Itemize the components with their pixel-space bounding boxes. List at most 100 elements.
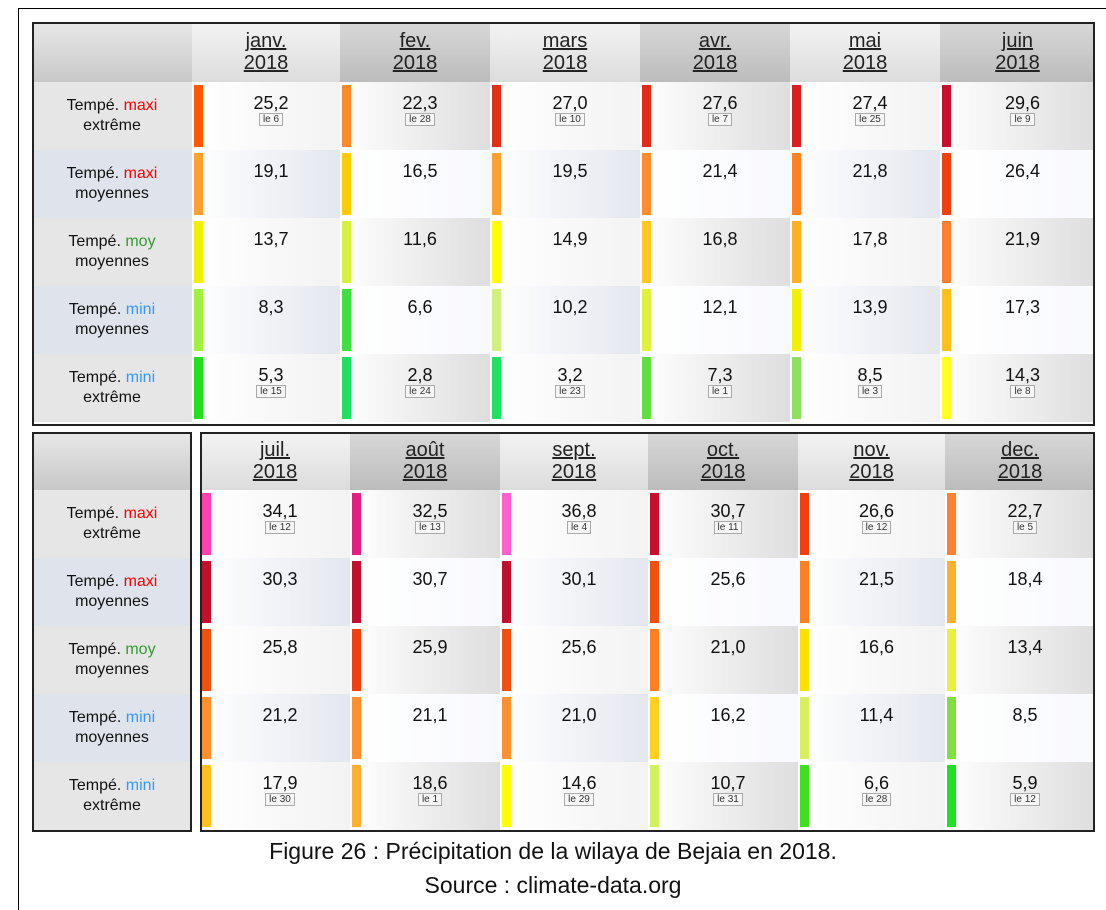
cell: 12,1	[652, 286, 788, 354]
table-border	[32, 22, 1095, 426]
row-label-prefix: Tempé.	[68, 641, 121, 658]
cell-value: 30,7	[710, 501, 746, 521]
color-bar	[194, 85, 203, 147]
color-bar	[947, 697, 956, 759]
cell-value: 3,2	[557, 365, 583, 385]
cell-value: 11,6	[403, 229, 437, 249]
cell-day: le 12	[265, 521, 295, 534]
cell: 7,3 le 1	[652, 354, 788, 422]
cell-bg	[945, 626, 1095, 694]
month-header: juil. 2018	[200, 432, 350, 490]
cell: 13,7	[204, 218, 338, 286]
cell-bg	[350, 558, 500, 626]
cell: 25,9	[362, 626, 498, 694]
cell: 26,4	[952, 150, 1093, 218]
month-name: oct.	[706, 439, 740, 461]
cell-bg	[798, 694, 945, 762]
cell-bg	[500, 558, 648, 626]
cell-value: 7,3	[707, 365, 733, 385]
cell: 8,3	[204, 286, 338, 354]
color-bar	[194, 221, 203, 283]
color-bar	[342, 221, 351, 283]
cell-day: le 8	[1010, 385, 1035, 398]
color-bar	[642, 289, 651, 351]
cell: 13,9	[802, 286, 938, 354]
cell-value: 21,0	[561, 705, 597, 725]
cell: 16,6	[810, 626, 943, 694]
row-label: Tempé. maxi extrême	[32, 82, 192, 150]
cell: 25,6	[512, 626, 646, 694]
row-label: Tempé. maxi moyennes	[32, 150, 192, 218]
row-label-suffix: extrême	[83, 797, 141, 814]
cell-value: 32,5	[412, 501, 448, 521]
cell-value: 22,7	[1007, 501, 1043, 521]
cell-value: 10,2	[552, 297, 588, 317]
color-bar	[342, 357, 351, 419]
cell-bg	[192, 218, 340, 286]
cell-value: 25,9	[412, 637, 448, 657]
cell-bg	[490, 218, 640, 286]
color-bar	[342, 153, 351, 215]
header-corner	[32, 22, 192, 82]
row-label-line: Tempé. moy	[68, 232, 155, 252]
month-year: 2018	[252, 461, 298, 483]
row-label-key: mini	[125, 301, 156, 318]
cell-day: le 12	[1010, 793, 1040, 806]
month-header: fev. 2018	[340, 22, 490, 82]
color-bar	[342, 289, 351, 351]
color-bar	[650, 629, 659, 691]
cell-bg	[490, 150, 640, 218]
cell-value: 21,8	[852, 161, 888, 181]
cell-bg	[640, 150, 790, 218]
row-label-prefix: Tempé.	[66, 165, 120, 182]
cell-bg	[940, 150, 1095, 218]
row-label-suffix: extrême	[83, 525, 141, 542]
cell-day: le 12	[861, 521, 892, 534]
cell-day: le 28	[405, 113, 435, 126]
row-label-line: Tempé. mini	[69, 300, 155, 320]
color-bar	[352, 629, 361, 691]
cell: 17,8	[802, 218, 938, 286]
cell-bg	[500, 694, 648, 762]
color-bar	[800, 561, 809, 623]
cell-bg	[790, 218, 940, 286]
cell-day: le 1	[707, 385, 733, 398]
cell: 11,6	[352, 218, 488, 286]
month-year: 2018	[692, 52, 738, 74]
cell: 21,0	[512, 694, 646, 762]
cell-bg	[200, 626, 350, 694]
cell: 17,3	[952, 286, 1093, 354]
cell: 21,4	[652, 150, 788, 218]
cell-day: le 13	[415, 521, 445, 534]
row-label-prefix: Tempé.	[66, 97, 120, 114]
color-bar	[202, 561, 211, 623]
month-year: 2018	[243, 52, 289, 74]
row-label-prefix: Tempé.	[68, 301, 122, 318]
color-bar	[650, 493, 659, 555]
month-header: oct. 2018	[648, 432, 798, 490]
cell: 19,5	[502, 150, 638, 218]
month-header: mai 2018	[790, 22, 940, 82]
cell-bg	[640, 286, 790, 354]
cell-value: 30,1	[561, 569, 597, 589]
color-bar	[202, 697, 211, 759]
cell: 21,9	[952, 218, 1093, 286]
cell-bg	[192, 286, 340, 354]
cell-day: le 15	[256, 385, 286, 398]
month-year: 2018	[402, 461, 448, 483]
month-year: 2018	[842, 52, 888, 74]
frame	[18, 8, 1106, 910]
month-name: dec.	[1001, 439, 1039, 461]
cell: 21,1	[362, 694, 498, 762]
month-name: nov.	[853, 439, 890, 461]
row-label-suffix: moyennes	[75, 661, 149, 678]
row-label-line: Tempé. mini	[69, 708, 155, 728]
cell: 25,8	[212, 626, 348, 694]
cell-bg	[648, 558, 798, 626]
color-bar	[947, 493, 956, 555]
cell-bg	[500, 626, 648, 694]
cell: 5,9 le 12	[957, 762, 1093, 830]
cell: 3,2 le 23	[502, 354, 638, 422]
cell-value: 17,3	[1004, 297, 1041, 317]
row-label-line: Tempé. maxi	[67, 504, 158, 524]
